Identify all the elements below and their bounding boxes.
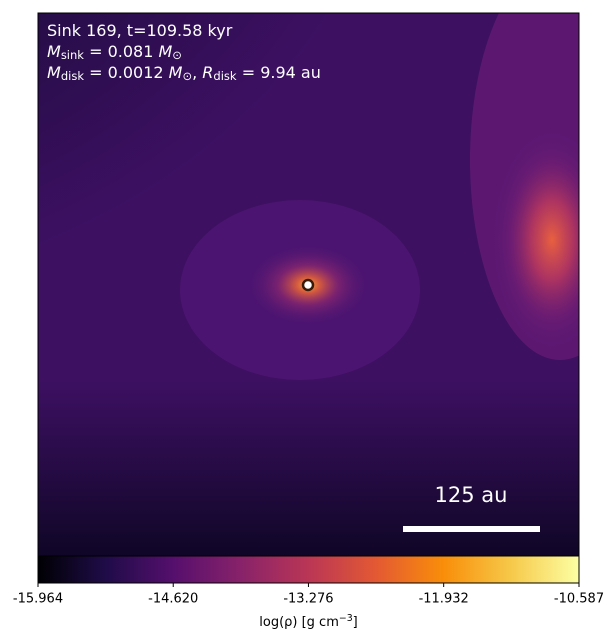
text-part: = 0.0012 [84, 63, 169, 82]
annotation: Sink 169, t=109.58 kyr [47, 21, 233, 40]
colorbar-label: log(ρ) [g cm−3] [259, 613, 357, 630]
text-part: sink [61, 48, 84, 62]
tick-label: -13.276 [283, 592, 333, 607]
text-part: ] [353, 615, 358, 630]
text-part: disk [61, 69, 85, 83]
density-map [38, 13, 579, 556]
text-part: −3 [339, 613, 353, 624]
text-part: , [192, 63, 202, 82]
text-part: M [47, 63, 61, 82]
tick-label: -10.587 [554, 592, 604, 607]
tick-label: -11.932 [419, 592, 469, 607]
text-part: = 9.94 au [237, 63, 321, 82]
text-part: ⊙ [182, 69, 192, 83]
text-part: ⊙ [172, 48, 182, 62]
tick-label: -14.620 [148, 592, 198, 607]
text-part: M [47, 42, 61, 61]
text-part: M [158, 42, 172, 61]
text-part: Sink 169, t=109.58 kyr [47, 21, 233, 40]
scalebar-label: 125 au [435, 483, 508, 507]
text-part: disk [213, 69, 237, 83]
annotation: Mdisk = 0.0012 M⊙, Rdisk = 9.94 au [47, 63, 321, 83]
text-part: M [169, 63, 183, 82]
text-part: = 0.081 [84, 42, 158, 61]
colorbar [37, 555, 580, 584]
tick-label: -15.964 [13, 592, 63, 607]
text-part: log(ρ) [g cm [259, 615, 339, 630]
annotation: Msink = 0.081 M⊙ [47, 42, 182, 62]
text-part: R [202, 63, 213, 82]
